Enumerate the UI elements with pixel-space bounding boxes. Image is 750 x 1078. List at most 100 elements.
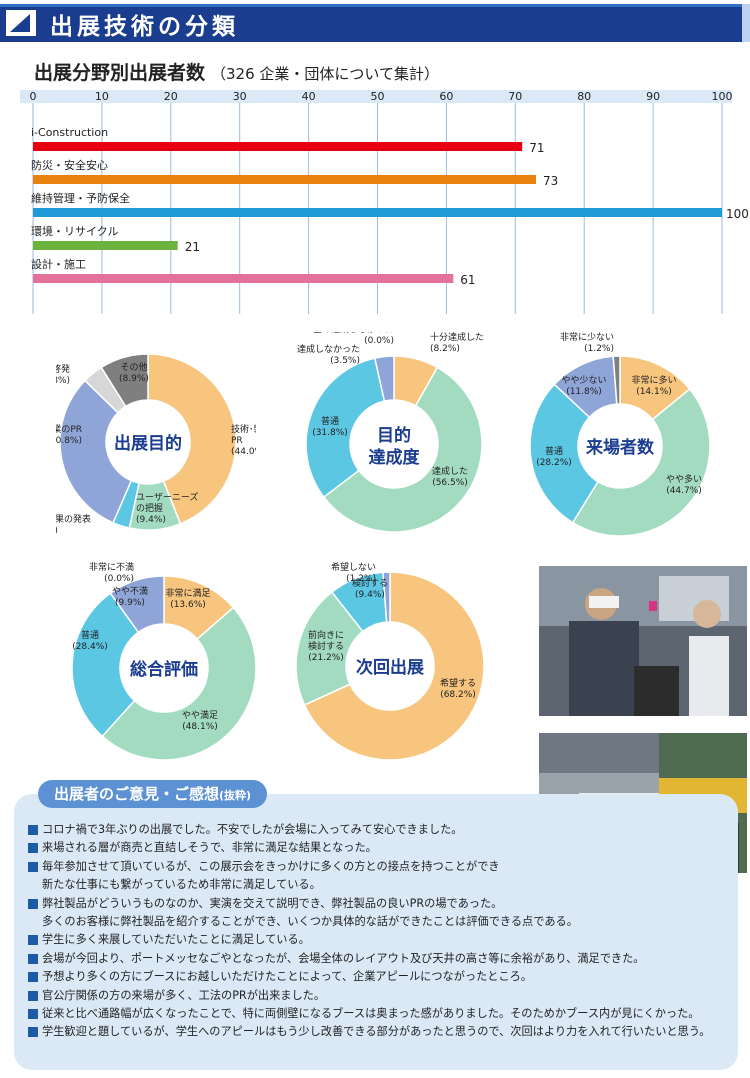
category-label: 防災・安全安心 <box>31 158 108 172</box>
slice-label: 十分達成した <box>430 332 484 343</box>
comment-text: 弊社製品がどういうものなのか、実演を交えて説明でき、弊社製品の良いPRの場であっ… <box>42 896 578 929</box>
tick-label: 90 <box>646 90 660 103</box>
slice-label: やや多い <box>666 473 702 485</box>
comment-text: コロナ禍で3年ぶりの出展でした。不安でしたが会場に入ってみて安心できました。 <box>42 823 463 836</box>
slice-percent-label: (30.8%) <box>56 436 82 446</box>
slice-label: 企業のPR <box>56 423 82 435</box>
slice-percent-label: (9.9%) <box>115 598 145 608</box>
bar <box>33 241 178 250</box>
pie-slice <box>373 355 395 402</box>
slice-label: 希望しない <box>331 561 376 573</box>
category-label: i-Construction <box>31 126 108 139</box>
slice-label: やや不満 <box>112 586 148 597</box>
pie-slice <box>147 353 237 525</box>
donut-center-label: 来場者数 <box>585 437 655 458</box>
donut-center-label: 次回出展 <box>356 657 424 678</box>
slice-percent-label: (31.8%) <box>312 428 348 438</box>
bar-value-label: 21 <box>185 240 200 254</box>
slice-percent-label: (0.0%) <box>364 336 394 346</box>
slice-percent-label: (28.2%) <box>536 458 572 468</box>
donut-center <box>580 406 660 486</box>
bar-chart-subheading: （326 企業・団体について集計） <box>211 65 439 83</box>
slice-label: 普通 <box>321 415 339 427</box>
slice-label: 普通 <box>545 445 563 457</box>
bar-chart-heading: 出展分野別出展者数 <box>34 62 206 84</box>
bar-value-label: 100 <box>726 207 749 221</box>
slice-percent-label: (14.1%) <box>636 387 672 397</box>
tick-label: 70 <box>508 90 522 103</box>
bar-value-label: 61 <box>460 273 475 287</box>
slice-percent-label: (44.0%) <box>231 447 256 457</box>
bar <box>33 175 536 184</box>
comment-item: 学生歓迎と題しているが、学生へのアピールはもう少し改善できる部分があったと思うの… <box>28 1023 728 1041</box>
pie-slice <box>71 592 140 738</box>
slice-label: 達成した <box>432 465 468 477</box>
comment-text: 会場が今回より、ポートメッセなごやとなったが、会場全体のレイアウト及び天井の高さ… <box>42 951 645 965</box>
slice-percent-label: (8.2%) <box>430 344 460 354</box>
donut-center-label: 目的 <box>377 425 411 446</box>
pie-slice <box>295 591 364 706</box>
tick-label: 60 <box>439 90 453 103</box>
slice-percent-label: (44.7%) <box>666 486 702 496</box>
comment-item: 会場が今回より、ポートメッセなごやとなったが、会場全体のレイアウト及び天井の高さ… <box>28 950 728 968</box>
slice-label: 技術･製品の <box>231 423 256 435</box>
donut-center-label: 出展目的 <box>114 433 182 454</box>
donut-chart-overall-rating: 総合評価 非常に満足(13.6%) やや満足(48.1%) 普通(28.4%) やや不満… <box>71 561 257 761</box>
slice-percent-label: (3.8%) <box>56 376 70 386</box>
comment-text: 来場される層が商売と直結しそうで、非常に満足な結果となった。 <box>42 841 377 855</box>
slice-label: 非常に多い <box>631 374 676 386</box>
donut-center-label: 達成度 <box>369 447 421 468</box>
comment-text: 学生歓迎と題しているが、学生へのアピールはもう少し改善できる部分があったと思うの… <box>42 1025 711 1039</box>
tick-label: 50 <box>371 90 385 103</box>
comment-item: 毎年参加させて頂いているが、この展示会をきっかけに多くの方との接点を持つことがで… <box>28 858 728 895</box>
comment-item: 従来と比べ通路幅が広くなったことで、特に両側壁になるブースは奥まった感がありまし… <box>28 1005 728 1023</box>
pie-slice <box>571 388 711 537</box>
slice-label: 非常に満足 <box>165 587 210 599</box>
comments-title: 出展者のご意見・ご感想(抜粋) <box>38 780 268 808</box>
tick-label: 0 <box>30 90 37 103</box>
exhibitor-comments-panel: 出展者のご意見・ご感想(抜粋) コロナ禍で3年ぶりの出展でした。不安でしたが会場… <box>14 780 738 1070</box>
comments-list: コロナ禍で3年ぶりの出展でした。不安でしたが会場に入ってみて安心できました。 来… <box>28 821 728 1042</box>
section-header: 出展技術の分類 <box>0 0 750 46</box>
exhibition-photo-vr <box>539 566 747 716</box>
donut-center-label: 総合評価 <box>130 659 198 680</box>
slice-percent-label: (3.5%) <box>330 356 360 366</box>
bar <box>33 142 523 151</box>
slice-label: 希望する <box>440 677 476 689</box>
slice-label: 検討する <box>308 640 344 652</box>
pie-slice <box>305 357 386 499</box>
slice-percent-label: (28.4%) <box>72 642 108 652</box>
tick-label: 80 <box>577 90 591 103</box>
slice-percent-label: (11.8%) <box>566 387 602 397</box>
slice-label: 全く達成しなかった <box>313 332 394 335</box>
tick-label: 40 <box>302 90 316 103</box>
slice-label: 前向きに <box>308 629 344 641</box>
comment-item: 予想より多くの方にブースにお越しいただけたことによって、企業アピールにつながった… <box>28 968 728 986</box>
slice-label: 非常に少ない <box>560 332 614 343</box>
pie-slice <box>612 355 621 405</box>
pie-slice <box>322 366 483 533</box>
category-label: 維持管理・予防保全 <box>31 191 130 205</box>
pie-slice <box>101 606 257 761</box>
bar-chart: 0 10 20 30 40 50 60 70 80 90 100 i-Construction 71 防災… <box>20 90 749 314</box>
category-label: 設計・施工 <box>31 257 86 271</box>
tick-label: 10 <box>95 90 109 103</box>
donut-center <box>122 626 206 710</box>
slice-label: 普通 <box>81 629 99 641</box>
slice-label: やや少ない <box>561 375 606 386</box>
slice-label: 達成しなかった <box>297 343 360 355</box>
photo-icon <box>539 566 747 716</box>
slice-percent-label: (1.2%) <box>584 344 614 354</box>
donut-chart-visitors: 来場者数 非常に多い(14.1%) やや多い(44.7%) 普通(28.2%) やや少な… <box>529 332 711 537</box>
slice-label: その他 <box>120 361 147 373</box>
comment-item: 学生に多く来展していただいたことに満足している。 <box>28 931 728 949</box>
slice-percent-label: (68.2%) <box>440 690 476 700</box>
slice-percent-label: (3.1%) <box>56 526 58 536</box>
comment-text: 従来と比べ通路幅が広くなったことで、特に両側壁になるブースは奥まった感がありまし… <box>42 1007 700 1021</box>
bar-value-label: 71 <box>529 141 544 155</box>
comment-text: 官公庁関係の方の来場が多く、工法のPRが出来ました。 <box>42 988 326 1002</box>
tick-label: 30 <box>233 90 247 103</box>
slice-label: 検討する <box>352 577 388 589</box>
donut-center <box>108 402 188 482</box>
